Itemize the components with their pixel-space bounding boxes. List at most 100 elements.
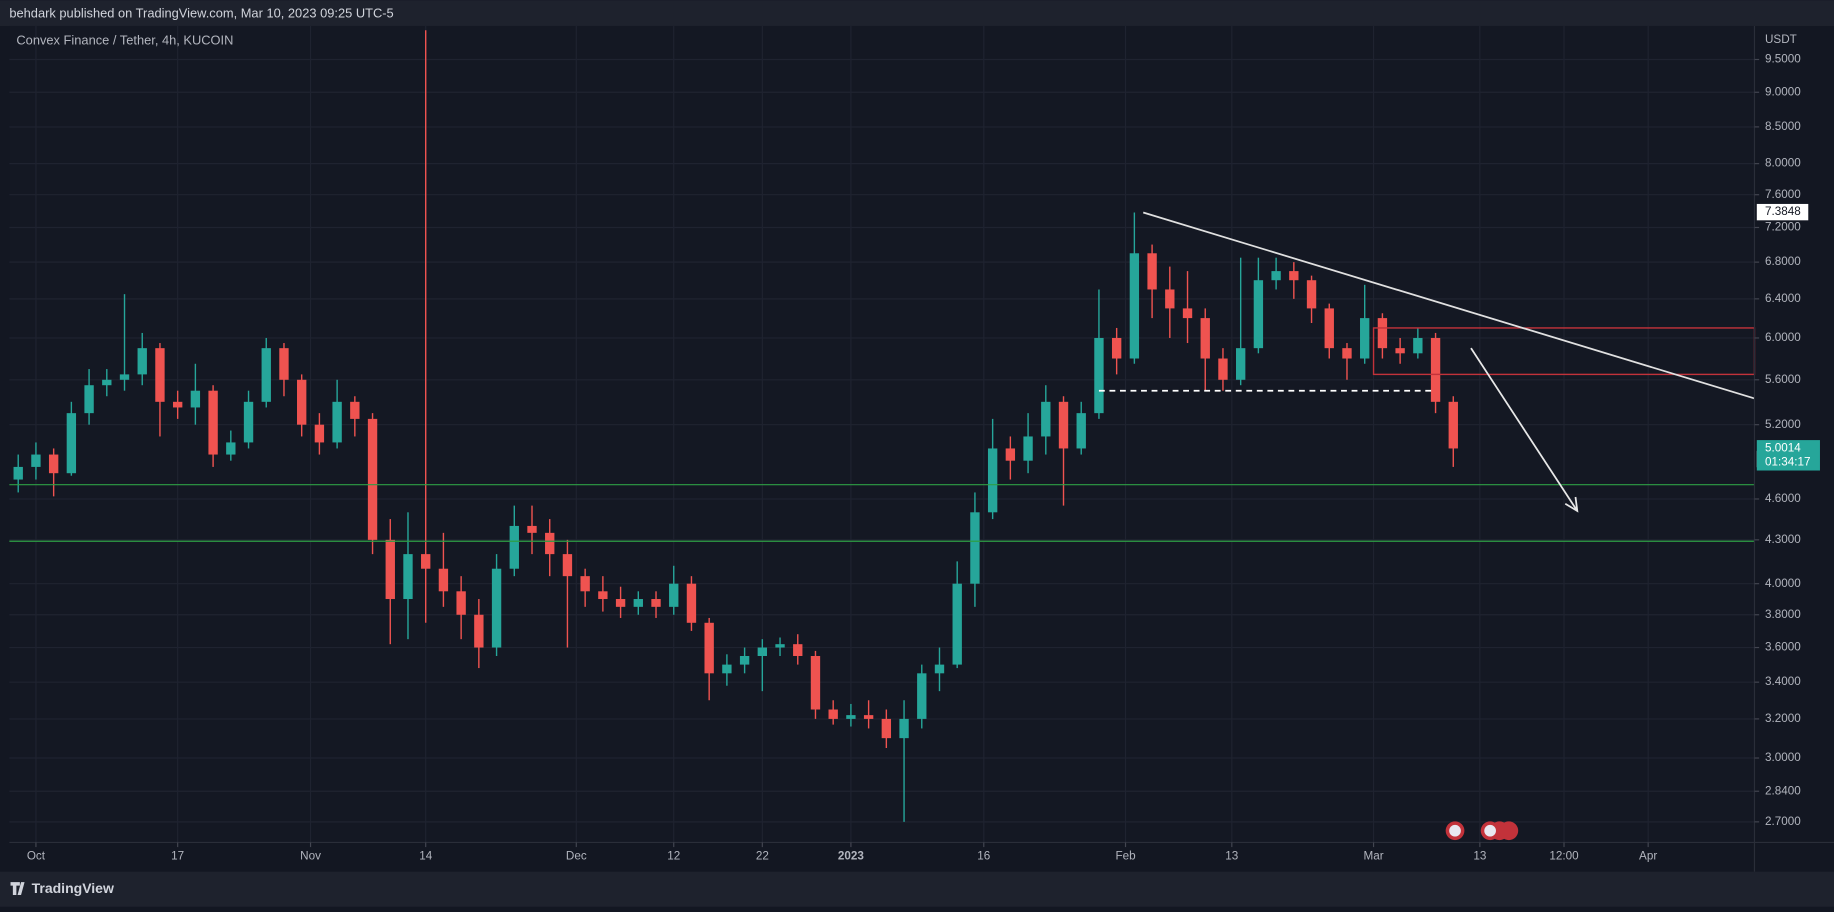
candle-body — [48, 454, 59, 474]
x-tick-label: 13 — [1473, 850, 1486, 863]
event-icon — [1449, 824, 1461, 837]
candle-body — [704, 622, 714, 674]
y-tick-label: 7.2000 — [1765, 221, 1801, 234]
candle-body — [686, 583, 697, 623]
candle-body — [137, 348, 147, 375]
candle-body — [615, 599, 626, 607]
candle-body — [598, 591, 608, 600]
candle-body — [633, 599, 643, 607]
y-tick-label: 3.2000 — [1765, 712, 1801, 725]
x-tick-label: Mar — [1363, 850, 1383, 863]
candle-body — [757, 647, 768, 657]
candle-body — [314, 424, 325, 443]
candle-body — [474, 614, 484, 648]
candle-body — [562, 554, 573, 577]
candle-body — [775, 644, 785, 648]
x-tick-label: 14 — [419, 850, 433, 863]
y-tick-label: 5.2000 — [1765, 418, 1801, 431]
y-tick-label: 6.8000 — [1765, 255, 1801, 268]
countdown: 01:34:17 — [1765, 455, 1811, 468]
candle-body — [1377, 318, 1388, 349]
x-tick-label: 13 — [1225, 850, 1238, 863]
candle-body — [1218, 358, 1228, 380]
x-tick-label: 22 — [756, 850, 769, 863]
candle-body — [172, 401, 183, 408]
candle-body — [297, 379, 307, 425]
candle-body — [491, 568, 502, 648]
candle-body — [1005, 448, 1016, 461]
price-label-box — [1756, 203, 1809, 221]
candle-body — [385, 539, 395, 600]
x-tick-label: 12 — [667, 850, 680, 863]
candle-body — [403, 554, 413, 600]
candle-body — [1235, 348, 1246, 380]
candle-body — [863, 715, 874, 719]
candle-body — [1360, 318, 1370, 359]
candle-body — [1076, 413, 1086, 449]
candle-body — [810, 656, 821, 710]
y-tick-label: 9.5000 — [1765, 53, 1801, 66]
candle-body — [739, 656, 750, 665]
candle-body — [722, 664, 732, 674]
candle-body — [952, 583, 962, 665]
y-tick-label: 6.0000 — [1765, 331, 1801, 344]
event-icons — [1445, 821, 1519, 841]
candle-body — [456, 591, 466, 615]
y-tick-label: 9.0000 — [1765, 85, 1801, 98]
candle-body — [1271, 271, 1281, 281]
candle-body — [31, 454, 41, 467]
candle-body — [580, 576, 590, 592]
y-tick-label: 4.0000 — [1765, 577, 1801, 590]
candle-body — [1111, 337, 1122, 359]
x-tick-label: 2023 — [838, 850, 865, 863]
candle-body — [934, 664, 945, 674]
candle-body — [438, 568, 449, 592]
candle-body — [13, 466, 23, 480]
x-tick-label: 12:00 — [1549, 850, 1579, 863]
y-tick-label: 3.8000 — [1765, 608, 1801, 621]
marks — [13, 30, 1458, 822]
candle-body — [350, 401, 360, 419]
brand-name: TradingView — [32, 880, 114, 896]
y-tick-label: 3.4000 — [1765, 675, 1801, 688]
candle-body — [651, 599, 661, 607]
y-tick-label: 3.0000 — [1765, 751, 1801, 764]
candle-body — [1342, 348, 1352, 359]
arrow-shaft — [1470, 347, 1579, 512]
last-price-box — [1756, 440, 1820, 471]
candle-body — [421, 554, 431, 569]
candle-body — [1147, 253, 1157, 290]
x-tick-label: Feb — [1115, 850, 1136, 863]
candle-body — [208, 390, 218, 455]
candle-body — [261, 348, 271, 402]
event-icon — [1484, 824, 1496, 837]
plot-area — [9, 25, 1755, 843]
x-tick-label: Nov — [300, 850, 321, 863]
candle-body — [509, 525, 519, 569]
candle-body — [1306, 280, 1317, 309]
price-label: 7.3848 — [1765, 205, 1801, 218]
symbol-title: Convex Finance / Tether, 4h, KUCOIN — [16, 33, 233, 48]
x-tick-label: 16 — [977, 850, 990, 863]
candle-body — [899, 718, 909, 739]
drawings — [9, 211, 1756, 542]
candle-body — [226, 442, 236, 455]
y-tick-label: 2.7000 — [1765, 815, 1801, 828]
candle-body — [243, 401, 254, 443]
candle-body — [84, 385, 94, 414]
candle-body — [828, 709, 838, 719]
candle-body — [1058, 401, 1069, 449]
candle-body — [332, 401, 342, 443]
arrow-head — [1564, 496, 1579, 513]
candle-body — [1182, 308, 1193, 319]
candle-body — [881, 718, 892, 739]
candle-body — [1253, 280, 1264, 349]
candle-body — [1395, 348, 1405, 354]
footer-bar — [0, 871, 1834, 907]
candle-body — [970, 512, 980, 584]
candle-body — [367, 418, 378, 540]
brand-logo — [10, 882, 25, 896]
x-tick-label: 17 — [171, 850, 184, 863]
candle-body — [846, 715, 856, 719]
